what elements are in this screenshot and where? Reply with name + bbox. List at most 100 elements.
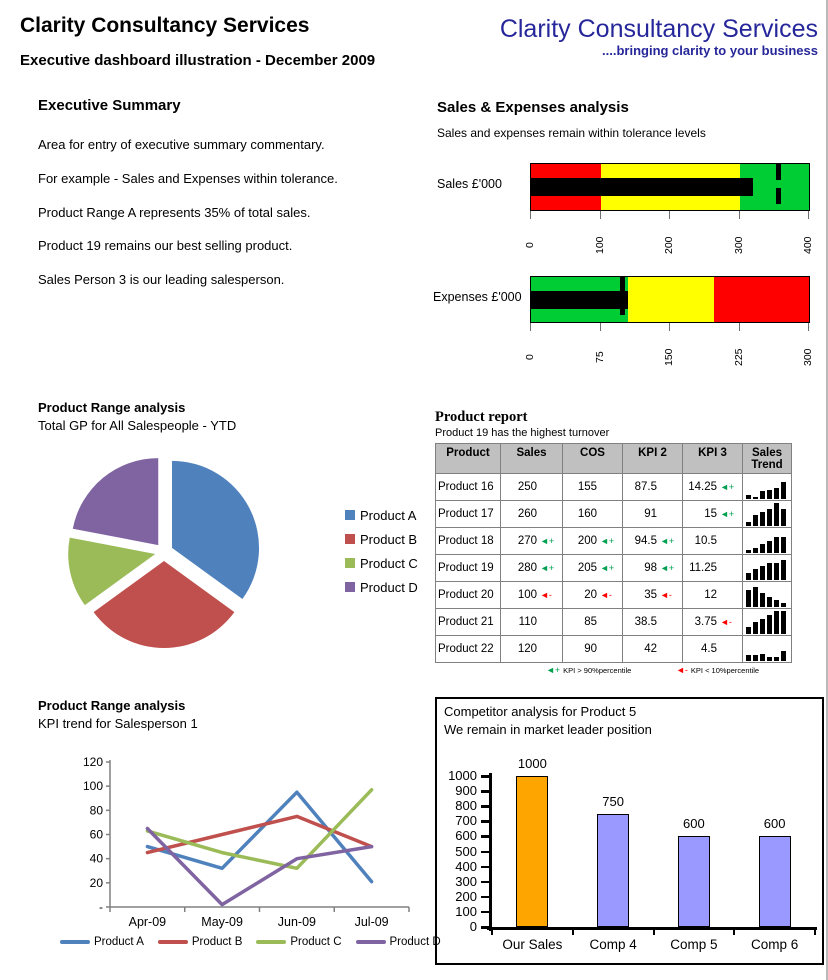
table-cell: 280 ◄+ [500, 554, 563, 582]
table-row: Product 22 120 90 42 4.5 [435, 635, 792, 663]
axis-tick [738, 211, 740, 219]
legend-label: Product A [94, 936, 144, 948]
legend-swatch [345, 534, 355, 544]
axis-tick-label: 0 [524, 354, 536, 360]
column-header: Product [435, 443, 501, 474]
legend-item: Product A [60, 936, 144, 948]
y-axis-tick-label: 100 [455, 903, 477, 919]
y-axis-tick [481, 895, 489, 899]
svg-text:May-09: May-09 [201, 915, 243, 929]
table-cell: 100 ◄- [500, 581, 563, 609]
axis-tick-label: 100 [593, 236, 606, 254]
kpi-high-arrow-icon: ◄+ [546, 665, 561, 675]
column-header: Sales [500, 443, 563, 474]
table-row: Product 21 110 85 38.5 3.75 ◄- [435, 608, 792, 636]
sales-trend-cell [742, 581, 792, 609]
company-logo: Clarity Consultancy Services ....bringin… [500, 15, 818, 58]
kpi-high-arrow-icon: ◄+ [600, 536, 615, 546]
table-row: Product 17 260 160 91 15 ◄+ [435, 500, 792, 528]
axis-tick-label: 0 [524, 242, 536, 248]
y-axis-tick-label: 0 [469, 919, 477, 934]
bar-comp-6 [758, 836, 791, 927]
y-axis-tick-label: 700 [455, 813, 477, 829]
bullet-target-marker [619, 277, 625, 322]
sparkline [746, 556, 788, 580]
bar-value-label: 1000 [517, 756, 547, 771]
legend-swatch [345, 582, 355, 592]
bar-our-sales [516, 776, 549, 927]
kpi-high-arrow-icon: ◄+ [660, 536, 675, 546]
pie-title: Product Range analysis [38, 400, 186, 415]
legend-label: Product A [360, 507, 417, 523]
table-cell: 205 ◄+ [562, 554, 623, 582]
legend-label: Product B [360, 531, 418, 547]
svg-text:100: 100 [83, 779, 103, 793]
expenses-bullet-band [530, 276, 810, 323]
svg-text:Apr-09: Apr-09 [129, 915, 167, 929]
legend-item: Product C [256, 936, 342, 948]
product-name-cell: Product 21 [435, 608, 501, 636]
axis-tick-label: 300 [732, 236, 745, 254]
legend-swatch [345, 510, 355, 520]
exec-summary-paragraph: Sales Person 3 is our leading salesperso… [38, 272, 285, 287]
sparkline [746, 529, 788, 553]
sparkline [746, 610, 788, 634]
svg-text:20: 20 [90, 876, 104, 890]
kpi-low-arrow-icon: ◄- [540, 590, 552, 600]
table-cell: 85 [562, 608, 623, 636]
y-axis-tick-label: 900 [455, 783, 477, 799]
sales-expenses-subtitle: Sales and expenses remain within toleran… [437, 126, 706, 140]
y-axis-tick [481, 880, 489, 884]
axis-tick-label: 200 [663, 236, 675, 254]
table-cell: 160 [562, 500, 623, 528]
legend-item: Product B [345, 527, 418, 551]
product-report-title: Product report [435, 409, 528, 425]
product-report-grid: Product Sales COS KPI 2 KPI 3 Sales Trend Prod… [435, 443, 792, 663]
table-cell: 110 [500, 608, 563, 636]
column-header: Sales Trend [742, 443, 792, 474]
table-cell: 270 ◄+ [500, 527, 563, 555]
sales-trend-cell [742, 527, 792, 555]
window-edge [826, 0, 828, 980]
line-series [145, 814, 374, 855]
legend-swatch [157, 940, 188, 944]
exec-summary-paragraph: Area for entry of executive summary comm… [38, 137, 325, 152]
x-axis-tick [652, 930, 655, 935]
bar-value-label: 750 [602, 793, 624, 809]
kpi-high-arrow-icon: ◄+ [540, 563, 555, 573]
kpi-high-arrow-icon: ◄+ [600, 563, 615, 573]
bullet-range-segment [713, 277, 809, 322]
bullet-measure-bar [531, 290, 629, 309]
line-chart-title: Product Range analysis [38, 698, 186, 713]
line-series [145, 788, 374, 871]
table-cell: 15 ◄+ [682, 500, 743, 528]
legend-label: Product D [360, 579, 418, 595]
table-cell: 12 [682, 581, 743, 609]
svg-text:-: - [99, 900, 103, 914]
column-header: KPI 2 [622, 443, 683, 474]
kpi-low-arrow-icon: ◄- [600, 590, 612, 600]
x-axis-category-label: Comp 4 [589, 937, 637, 952]
expenses-bullet-chart: 0 75 150 225 300 [524, 276, 814, 381]
legend-label: Product B [191, 936, 243, 948]
x-axis-category-label: Comp 5 [670, 937, 718, 952]
table-legend-high: ◄+ KPI > 90%percentile [546, 665, 631, 675]
y-axis-tick [481, 790, 489, 793]
sales-trend-cell [742, 635, 792, 663]
table-cell: 250 [500, 473, 563, 501]
svg-text:40: 40 [90, 852, 104, 866]
table-cell: 11.25 [682, 554, 743, 582]
svg-text:Jul-09: Jul-09 [355, 915, 389, 929]
pie-legend: Product A Product B Product C Product D [345, 503, 418, 599]
bullet-target-marker [775, 164, 781, 210]
bar-value-label: 600 [683, 816, 705, 832]
axis-tick-label: 300 [802, 348, 814, 366]
table-cell: 87.5 [622, 473, 683, 501]
bar-comp-4 [597, 813, 630, 928]
legend-item: Product A [345, 503, 418, 527]
y-axis-tick-label: 500 [455, 843, 477, 859]
axis-tick [530, 211, 531, 219]
svg-text:Jun-09: Jun-09 [278, 915, 316, 929]
kpi-low-arrow-icon: ◄- [676, 665, 688, 675]
axis-tick [599, 211, 601, 219]
